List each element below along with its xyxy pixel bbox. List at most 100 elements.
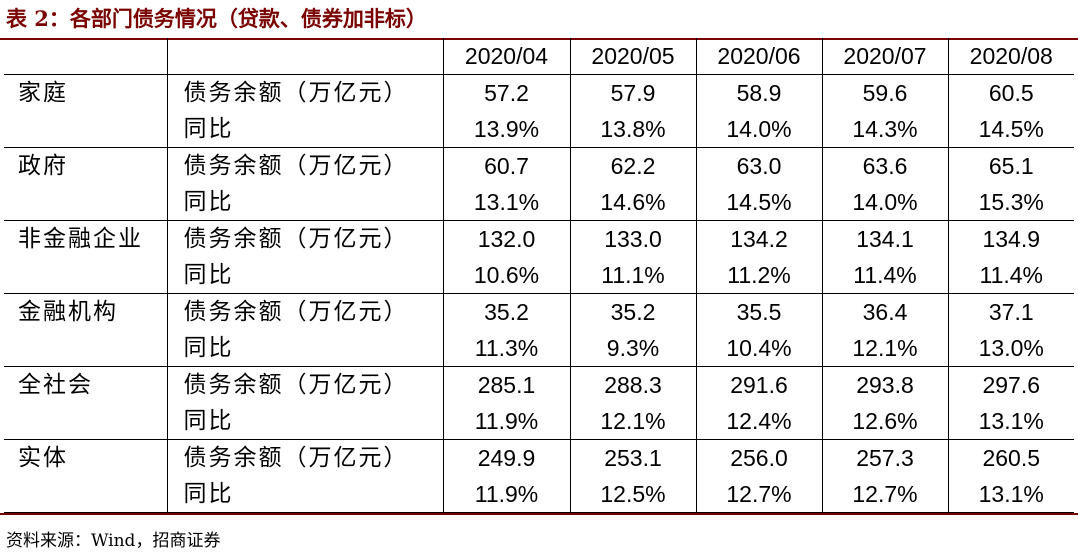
header-period: 2020/05 [570,38,697,75]
value-cell: 11.4% [948,257,1074,294]
metric-label: 同比 [166,403,444,440]
table-row: 同比 13.9% 13.8% 14.0% 14.3% 14.5% [4,111,1074,148]
value-cell: 134.9 [982,226,1041,252]
value-cell: 257.3 [822,439,949,476]
value-cell: 134.1 [822,220,949,257]
value-cell: 260.5 [982,445,1041,471]
header-corner-cell [4,38,167,75]
table-row: 非金融企业 债务余额（万亿元） 132.0 133.0 134.2 134.1 134.9 [4,220,1074,257]
header-period: 2020/08 [948,38,1074,75]
value-cell: 11.1% [570,257,697,294]
sector-name-blank [4,403,167,440]
value-cell: 285.1 [443,366,571,403]
table-row: 同比 11.9% 12.5% 12.7% 12.7% 13.1% [4,476,1074,513]
header-period: 2020/07 [822,38,949,75]
value-cell: 132.0 [443,220,571,257]
table-row: 同比 10.6% 11.1% 11.2% 11.4% 11.4% [4,257,1074,294]
value-cell: 253.1 [570,439,697,476]
value-cell: 12.1% [822,330,949,367]
value-cell: 37.1 [988,299,1034,325]
value-cell: 13.8% [570,111,697,148]
value-cell: 36.4 [822,293,949,330]
value-cell: 63.0 [696,147,823,184]
value-cell: 60.7 [443,147,571,184]
table-header-row: 2020/04 2020/05 2020/06 2020/07 2020/08 [4,38,1074,75]
metric-label: 债务余额（万亿元） [166,366,444,403]
header-metric-cell [166,38,444,75]
table-row: 同比 13.1% 14.6% 14.5% 14.0% 15.3% [4,184,1074,221]
debt-table: 2020/04 2020/05 2020/06 2020/07 2020/08 … [4,38,1074,513]
sector-name-blank [4,111,167,148]
value-cell: 35.2 [570,293,697,330]
sector-name-blank [4,257,167,294]
value-cell: 12.7% [696,476,823,513]
value-cell: 65.1 [988,153,1034,179]
table-row: 金融机构 债务余额（万亿元） 35.2 35.2 35.5 36.4 37.1 [4,293,1074,330]
value-cell: 58.9 [696,74,823,111]
value-cell: 13.1% [948,403,1074,440]
value-cell: 13.1% [948,476,1074,513]
value-cell: 14.0% [696,111,823,148]
sector-name: 实体 [18,445,68,471]
value-cell: 35.2 [443,293,571,330]
metric-label: 债务余额（万亿元） [166,220,444,257]
value-cell: 12.4% [696,403,823,440]
value-cell: 63.6 [822,147,949,184]
value-cell: 133.0 [570,220,697,257]
bottom-divider [0,513,1078,515]
value-cell: 13.9% [443,111,571,148]
value-cell: 14.6% [570,184,697,221]
sector-name-blank [4,330,167,367]
table-title: 表 2：各部门债务情况（贷款、债券加非标） [6,6,427,31]
sector-name: 金融机构 [18,299,118,325]
sector-name: 家庭 [18,80,68,106]
header-period: 2020/06 [696,38,823,75]
sector-name: 政府 [18,153,68,179]
table-row: 同比 11.9% 12.1% 12.4% 12.6% 13.1% [4,403,1074,440]
value-cell: 12.7% [822,476,949,513]
metric-label: 同比 [166,184,444,221]
table-row: 家庭 债务余额（万亿元） 57.2 57.9 58.9 59.6 60.5 [4,74,1074,111]
value-cell: 13.0% [948,330,1074,367]
value-cell: 256.0 [696,439,823,476]
sector-name: 非金融企业 [18,226,143,252]
value-cell: 11.4% [822,257,949,294]
value-cell: 11.9% [443,476,571,513]
value-cell: 293.8 [822,366,949,403]
value-cell: 11.2% [696,257,823,294]
value-cell: 14.5% [696,184,823,221]
value-cell: 12.5% [570,476,697,513]
value-cell: 14.3% [822,111,949,148]
metric-label: 债务余额（万亿元） [166,147,444,184]
table-row: 同比 11.3% 9.3% 10.4% 12.1% 13.0% [4,330,1074,367]
value-cell: 11.9% [443,403,571,440]
metric-label: 债务余额（万亿元） [166,74,444,111]
value-cell: 14.5% [948,111,1074,148]
value-cell: 297.6 [982,372,1041,398]
table-row: 全社会 债务余额（万亿元） 285.1 288.3 291.6 293.8 297.6 [4,366,1074,403]
sector-name-blank [4,184,167,221]
header-period: 2020/04 [443,38,571,75]
sector-name-blank [4,476,167,513]
value-cell: 10.6% [443,257,571,294]
table-row: 政府 债务余额（万亿元） 60.7 62.2 63.0 63.6 65.1 [4,147,1074,184]
sector-name: 全社会 [18,372,93,398]
value-cell: 57.9 [570,74,697,111]
value-cell: 12.6% [822,403,949,440]
value-cell: 11.3% [443,330,571,367]
value-cell: 59.6 [822,74,949,111]
value-cell: 15.3% [948,184,1074,221]
source-note: 资料来源：Wind，招商证券 [6,531,221,551]
value-cell: 10.4% [696,330,823,367]
metric-label: 债务余额（万亿元） [166,293,444,330]
metric-label: 同比 [166,111,444,148]
value-cell: 60.5 [988,80,1034,106]
value-cell: 291.6 [696,366,823,403]
metric-label: 同比 [166,257,444,294]
value-cell: 249.9 [443,439,571,476]
value-cell: 9.3% [570,330,697,367]
metric-label: 债务余额（万亿元） [166,439,444,476]
metric-label: 同比 [166,476,444,513]
value-cell: 62.2 [570,147,697,184]
value-cell: 57.2 [443,74,571,111]
